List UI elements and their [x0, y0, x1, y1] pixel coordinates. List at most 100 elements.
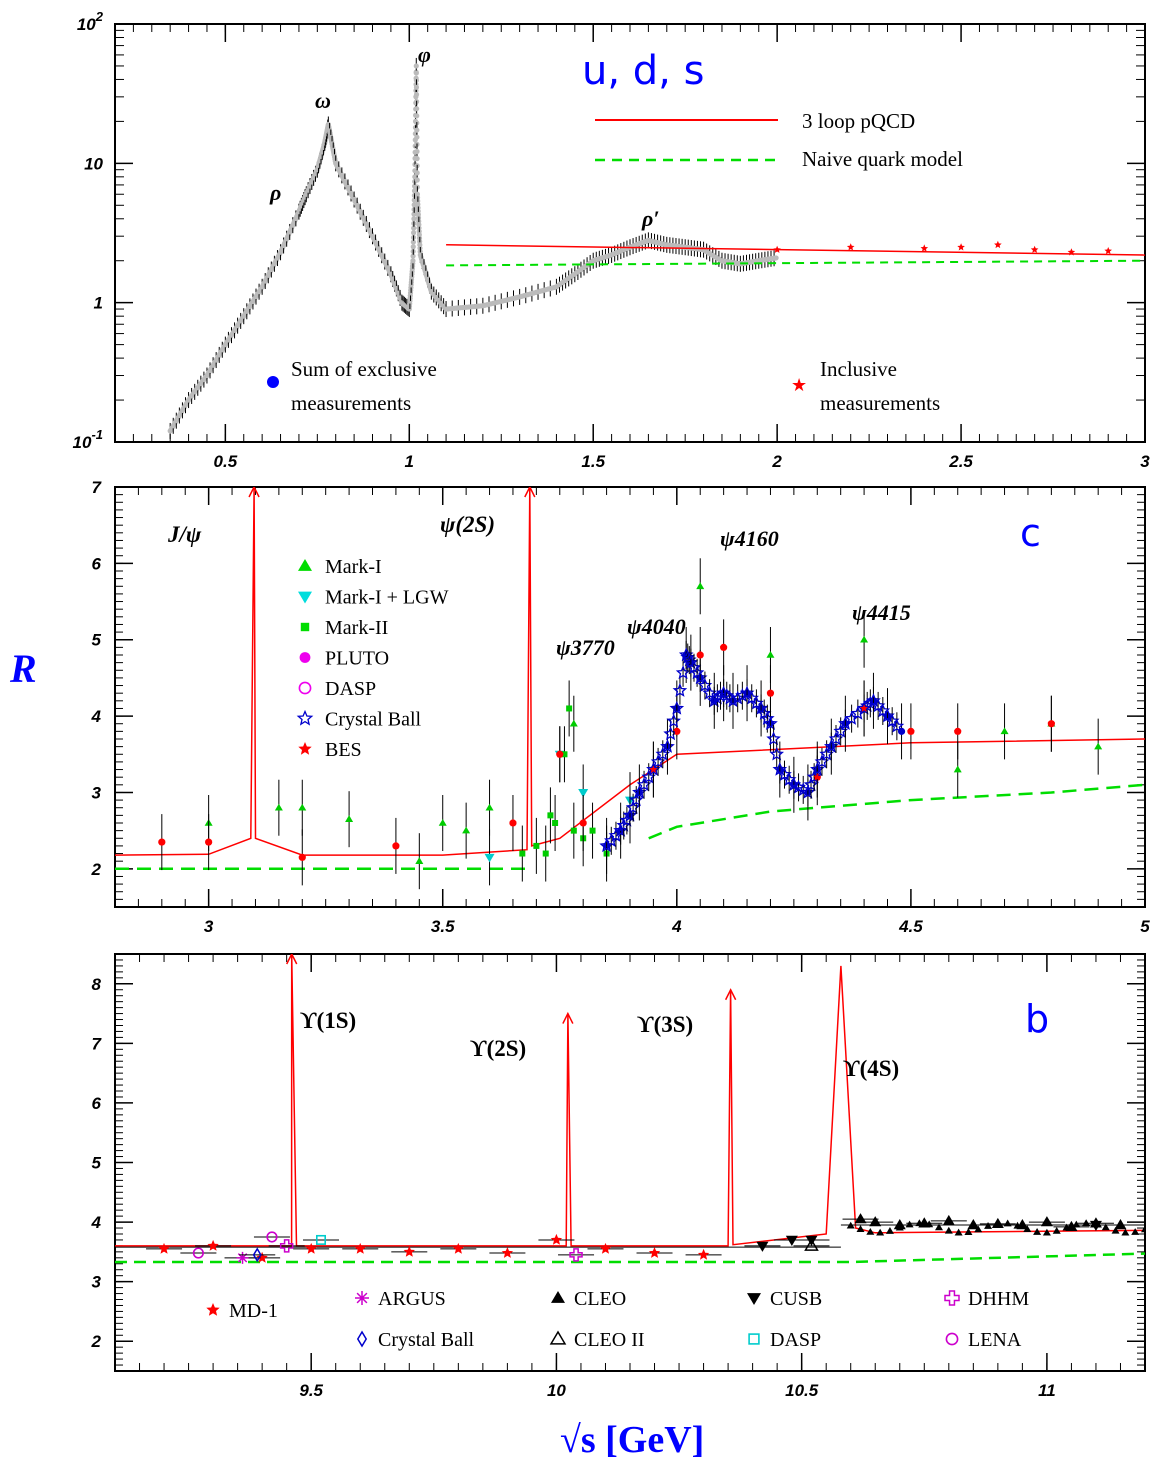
crystal-ball-point — [669, 700, 685, 715]
legend-marker-pluto — [299, 652, 311, 663]
cleo-point — [885, 1227, 894, 1234]
cleo-point — [854, 1213, 867, 1224]
y-tick-label: 3 — [92, 783, 102, 802]
md-1-point — [550, 1233, 563, 1245]
bes-point — [907, 727, 915, 735]
mark-i-lgw-point — [578, 788, 589, 798]
y-tick-label: 6 — [92, 554, 102, 573]
data-layer-bottom — [115, 954, 1145, 1264]
naive-quark-model-curve — [446, 259, 1145, 267]
exclusive-point — [410, 244, 416, 250]
dasp-point — [315, 1234, 326, 1245]
md-1-point — [697, 1248, 710, 1260]
bes-point — [158, 838, 166, 846]
legend-marker-cleo — [551, 1291, 565, 1303]
legend-marker-cleo-ii — [549, 1330, 567, 1345]
y-tick-base: 10 — [73, 433, 92, 452]
exclusive-point — [410, 239, 416, 245]
bes-point — [649, 765, 658, 773]
resonance-label-rho: ρ — [269, 180, 281, 205]
cleo-point — [915, 1219, 924, 1227]
x-tick-label: 11 — [1038, 1381, 1056, 1400]
legend-bottom: MD-1 ARGUS CLEO CUSB DHHM Crystal Ball CLEO II… — [206, 1288, 1029, 1351]
bes-point — [204, 838, 213, 846]
argus-point — [236, 1251, 249, 1264]
axis-ticks-middle: 3 3.5 4 4.5 5 2 3 4 5 6 7 — [91, 478, 1151, 936]
y-tick-label: 2 — [91, 1332, 102, 1351]
naive-quark-model-curve — [115, 1252, 1145, 1264]
legend-marker-dasp — [748, 1333, 760, 1345]
y-tick-base: 1 — [94, 294, 103, 313]
panel-middle: 3 3.5 4 4.5 5 2 3 4 5 6 7 R c J/ψ ψ(2S) ψ3770 ψ404… — [9, 478, 1150, 936]
cleo-point — [954, 1228, 963, 1236]
y-tick-label: 5 — [92, 1154, 102, 1173]
inclusive-point — [994, 240, 1002, 249]
exclusive-point — [414, 156, 420, 162]
axis-ticks-bottom: 9.5 10 10.5 11 2 3 4 5 6 7 8 — [91, 953, 1146, 1400]
crystal-ball-point — [897, 727, 906, 735]
cleo-point — [935, 1223, 943, 1231]
bes-point — [860, 704, 868, 712]
cleo-point — [905, 1220, 914, 1228]
cleo-point — [1052, 1226, 1061, 1234]
legend-marker-crystal-ball — [356, 1330, 368, 1348]
md-1-point — [354, 1242, 366, 1254]
data-layer-middle — [115, 487, 1145, 890]
panel-label-b: b — [1025, 997, 1049, 1041]
legend-marker-argus — [355, 1291, 369, 1305]
legend-label-md-1: MD-1 — [229, 1300, 278, 1322]
exclusive-point — [413, 91, 420, 98]
legend-marker-dhhm — [944, 1290, 960, 1306]
3-loop-pqcd-curve — [446, 244, 1145, 256]
y-tick-base: 10 — [77, 15, 96, 34]
mark-i-lgw-point — [484, 853, 495, 863]
crystal-ball-point — [800, 784, 816, 799]
crystal-ball-point — [625, 800, 641, 815]
md-1-point — [207, 1239, 219, 1251]
cleo-point — [1091, 1220, 1100, 1228]
y-tick-label: 2 — [91, 860, 102, 879]
legend-marker-mark-i-lgw — [298, 591, 312, 604]
legend-label-mark-i-lgw: Mark-I + LGW — [325, 587, 449, 609]
legend-label-crystal-ball: Crystal Ball — [378, 1329, 475, 1351]
y-tick-label: 7 — [92, 478, 103, 497]
x-tick-label: 1.5 — [581, 452, 605, 471]
crystal-ball-point — [763, 715, 778, 731]
mark-i-point — [569, 719, 578, 727]
bes-point — [696, 651, 704, 659]
md-1-point — [452, 1242, 464, 1254]
exclusive-point — [413, 63, 419, 69]
y-tick-label: 4 — [91, 707, 102, 726]
crystal-ball-point — [252, 1247, 262, 1263]
bes-point — [579, 819, 587, 827]
legend-label-cleo-ii: CLEO II — [574, 1329, 645, 1351]
mark-i-point — [485, 803, 494, 811]
y-tick-label: 5 — [92, 631, 102, 650]
resonance-label-psi4040: ψ4040 — [627, 614, 686, 639]
resonance-label-upsilon4s: ϒ(4S) — [843, 1056, 899, 1081]
bes-point — [766, 689, 775, 697]
inclusive-point — [1104, 247, 1112, 255]
cleo-point — [876, 1228, 885, 1236]
cleo-point — [1101, 1223, 1110, 1231]
cusb-point — [756, 1241, 769, 1252]
cleo-point — [846, 1221, 855, 1229]
exclusive-point — [414, 134, 420, 140]
legend-label-lena: LENA — [968, 1329, 1022, 1351]
resonance-label-upsilon3s: ϒ(3S) — [637, 1012, 693, 1037]
md-1-point — [501, 1247, 514, 1258]
cusb-point — [785, 1235, 798, 1246]
bes-point — [813, 773, 822, 781]
exclusive-point — [410, 230, 417, 236]
bes-point — [392, 841, 400, 850]
x-tick-label: 3.5 — [431, 917, 455, 936]
crystal-ball-point — [769, 746, 785, 761]
resonance-peak-arrow — [524, 487, 536, 498]
cleo-point — [1003, 1219, 1012, 1227]
x-tick-label: 9.5 — [299, 1381, 323, 1400]
y-tick-label: 6 — [92, 1094, 102, 1113]
bes-point — [673, 727, 681, 735]
cleo-point — [869, 1216, 882, 1227]
cleo-point — [1141, 1225, 1145, 1233]
